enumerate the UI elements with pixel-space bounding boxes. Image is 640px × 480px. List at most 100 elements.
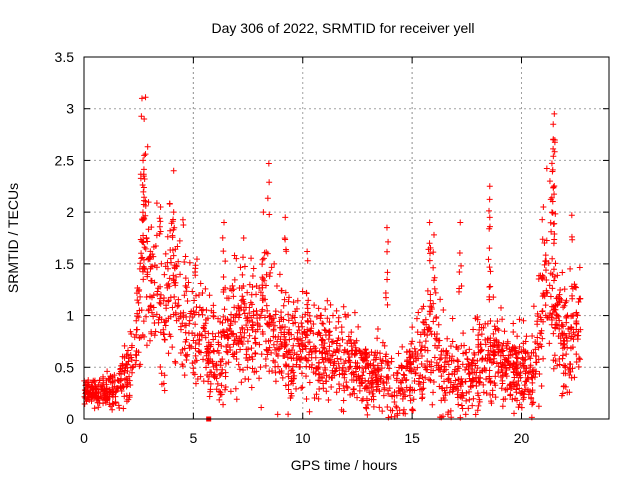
- data-point: [561, 344, 568, 351]
- data-point: [297, 335, 304, 342]
- data-point: [351, 351, 358, 358]
- data-point: [145, 226, 152, 233]
- data-point: [426, 240, 433, 247]
- data-point: [547, 219, 554, 226]
- data-point: [550, 184, 557, 191]
- data-point: [233, 333, 240, 340]
- data-point: [423, 321, 430, 328]
- data-point: [313, 313, 320, 320]
- data-point: [270, 333, 277, 340]
- data-point: [317, 315, 324, 322]
- data-point: [532, 359, 539, 366]
- data-point: [498, 385, 505, 392]
- data-point: [398, 363, 405, 370]
- data-point: [233, 311, 240, 318]
- data-point: [474, 390, 481, 397]
- data-point: [561, 338, 568, 345]
- data-point: [436, 337, 443, 344]
- data-point: [420, 303, 427, 310]
- data-point: [195, 347, 202, 354]
- data-point: [457, 219, 464, 226]
- data-point: [374, 325, 381, 332]
- data-point: [341, 360, 348, 367]
- data-point: [573, 351, 580, 358]
- data-point: [536, 370, 543, 377]
- data-point: [327, 301, 334, 308]
- data-point: [125, 347, 132, 354]
- data-point: [282, 289, 289, 296]
- data-point: [144, 143, 151, 150]
- data-point: [380, 378, 387, 385]
- data-point: [387, 407, 394, 414]
- data-point: [305, 339, 312, 346]
- data-point: [165, 297, 172, 304]
- data-point: [543, 287, 550, 294]
- data-point: [491, 342, 498, 349]
- data-point: [345, 365, 352, 372]
- data-point: [509, 351, 516, 358]
- data-point: [293, 361, 300, 368]
- data-point: [490, 358, 497, 365]
- data-point: [315, 305, 322, 312]
- data-point: [245, 346, 252, 353]
- data-point: [487, 283, 494, 290]
- data-point: [309, 361, 316, 368]
- data-point: [191, 371, 198, 378]
- data-point: [454, 363, 461, 370]
- data-point: [539, 308, 546, 315]
- data-point: [136, 334, 143, 341]
- data-point: [308, 354, 315, 361]
- data-point: [362, 355, 369, 362]
- data-point: [395, 350, 402, 357]
- data-point: [260, 209, 267, 216]
- data-point: [250, 308, 257, 315]
- data-point: [165, 350, 172, 357]
- data-point: [237, 264, 244, 271]
- data-point: [189, 360, 196, 367]
- data-point: [353, 368, 360, 375]
- data-point: [277, 336, 284, 343]
- data-point: [391, 389, 398, 396]
- data-point: [540, 355, 547, 362]
- data-point: [447, 379, 454, 386]
- data-point: [500, 396, 507, 403]
- data-point: [253, 291, 260, 298]
- data-point: [577, 326, 584, 333]
- data-point: [489, 391, 496, 398]
- data-point: [251, 369, 258, 376]
- data-point: [257, 312, 264, 319]
- data-point: [495, 363, 502, 370]
- data-point: [345, 312, 352, 319]
- data-point: [218, 333, 225, 340]
- data-point: [138, 307, 145, 314]
- data-point: [168, 220, 175, 227]
- data-point: [377, 377, 384, 384]
- data-point: [370, 362, 377, 369]
- data-point: [164, 233, 171, 240]
- data-point: [290, 299, 297, 306]
- data-point: [490, 349, 497, 356]
- data-point: [230, 293, 237, 300]
- data-point: [417, 372, 424, 379]
- data-point: [458, 392, 465, 399]
- data-point: [283, 363, 290, 370]
- data-point: [414, 364, 421, 371]
- data-point: [443, 366, 450, 373]
- data-point: [196, 331, 203, 338]
- data-point: [324, 297, 331, 304]
- data-point: [374, 362, 381, 369]
- data-point: [575, 355, 582, 362]
- data-point: [153, 232, 160, 239]
- data-point: [548, 314, 555, 321]
- data-point: [256, 341, 263, 348]
- data-point: [556, 317, 563, 324]
- data-point: [454, 357, 461, 364]
- data-point: [122, 365, 129, 372]
- data-point: [223, 348, 230, 355]
- data-point: [217, 371, 224, 378]
- data-point: [566, 371, 573, 378]
- data-point: [137, 293, 144, 300]
- data-point: [328, 383, 335, 390]
- data-point: [172, 358, 179, 365]
- data-point: [332, 324, 339, 331]
